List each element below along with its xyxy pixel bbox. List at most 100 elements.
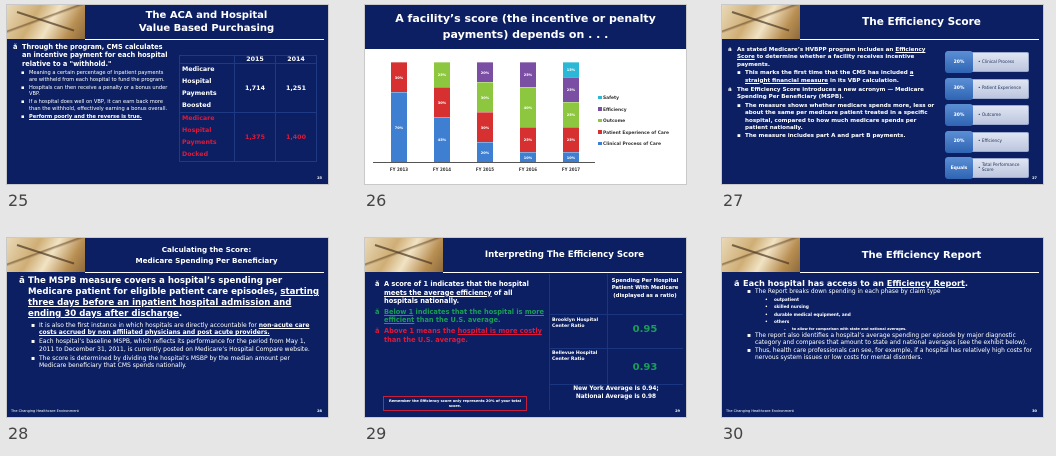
row-label: Medicare Hospital Payments Docked [179,112,235,162]
bar-segment: 30% [391,62,407,92]
slide-number: 25 [317,176,322,180]
sub-bullet: The report also identifies a hospital’s … [747,333,1034,347]
header-image [7,238,85,272]
text: than the U.S. average. [414,316,501,325]
text: . [178,309,183,319]
text: in its VBP calculation. [828,77,899,84]
stacked-bar-chart: 70% 30% FY 2013 45% 30% 25% FY 2014 20% 30% 30% 20… [373,55,595,177]
header-image [365,238,443,272]
slide-title: The ACA and Hospital Value Based Purchasi… [85,5,328,39]
payments-table: 2015 2014 Medicare Hospital Payments Boo… [179,55,317,162]
legend-swatch [598,107,602,111]
legend-label: Clinical Process of Care [603,142,661,147]
label-line: Hospital [182,127,212,134]
slide-number: 30 [1032,409,1037,413]
slide-thumbnail-30[interactable]: The Efficiency Report Each hospital has … [722,238,1043,443]
sub-bullet: The measure shows whether medicare spend… [737,103,938,133]
main-bullet: The Efficiency Score introduces a new ac… [728,87,938,102]
bar-segment: 10% [563,152,579,162]
underlined-text: Efficiency Score [737,47,926,61]
table-cell: 1,251 [275,63,317,113]
header-image [7,5,85,39]
label-text: Clinical Process [981,58,1015,64]
bar-segment: 30% [434,87,450,117]
slide-26[interactable]: A facility’s score (the incentive or pen… [365,5,686,184]
slide-25[interactable]: The ACA and Hospital Value Based Purchasi… [7,5,328,184]
table-divider [549,384,683,385]
table-footer: New York Average is 0.94; National Averag… [549,386,683,401]
weight-label: • Patient Experience [971,78,1029,99]
slide-thumbnail-26[interactable]: A facility’s score (the incentive or pen… [365,5,686,210]
sub-bullets: It is also the first instance in which h… [19,322,319,369]
sub-bullet: Meaning a certain percentage of inpatien… [21,70,173,83]
label-line: Docked [182,151,209,158]
slide-footer: The Changing Healthcare Environment [726,409,794,413]
main-bullet: Through the program, CMS calculates an i… [13,43,173,68]
underlined-text: Below 1 [384,307,414,316]
label-line: Medicare [182,115,215,122]
sub-bullet: If a hospital does well on VBP, it can e… [21,99,173,112]
slide-27[interactable]: The Efficiency Score As stated Medicare’… [722,5,1043,184]
bar-fy-2014: 45% 30% 25% [434,62,450,162]
x-tick-label: FY 2017 [561,167,581,172]
weight-pct: 30% [945,77,973,100]
title-rule [85,272,324,273]
slide-29[interactable]: Interpreting The Efficiency Score A scor… [365,238,686,417]
legend-swatch [598,130,602,134]
weight-pct: 20% [945,51,973,73]
sub-bullet: The Report breaks down spending in each … [747,289,1034,332]
claim-type: outpatient [765,297,1034,304]
table-row: Medicare Hospital Payments Boosted 1,714… [179,63,317,113]
slide-number: 28 [317,409,322,413]
title-line-2: Medicare Spending Per Beneficiary [135,256,278,265]
table-divider [549,348,683,349]
sub-bullet: The score is determined by dividing the … [31,355,319,370]
slide-thumbnail-27[interactable]: The Efficiency Score As stated Medicare’… [722,5,1043,210]
title-rule [85,39,324,40]
ratio-table: Spending Per Hospital Patient With Medic… [549,274,683,410]
slide-30[interactable]: The Efficiency Report Each hospital has … [722,238,1043,417]
bar-segment: 25% [563,127,579,152]
table-divider [607,274,608,384]
x-axis [373,162,595,163]
weight-label: • Outcome [971,105,1029,125]
slide-footer: The Changing Healthcare Environment [11,409,79,413]
underlined-text: hospital is more costly [457,326,542,335]
slide-title: The Efficiency Report [861,249,982,261]
ratio-value: 0.93 [632,362,658,373]
legend-label: Patient Experience of Care [603,130,670,136]
sub-bullet: The measure includes part A and part B p… [737,133,938,141]
slide-thumbnail-25[interactable]: The ACA and Hospital Value Based Purchasi… [7,5,328,210]
text: It is also the first instance in which h… [39,322,259,329]
slide-thumbnail-28[interactable]: Calculating the Score: Medicare Spending … [7,238,328,443]
label-text: Patient Experience [981,85,1022,91]
claim-note-list: to allow for comparison with state and n… [774,327,1034,332]
label-text: Total Performance Score [981,162,1020,172]
legend-label: Outcome [603,119,626,124]
slide-number: 29 [675,409,680,413]
title-rule [800,39,1039,40]
bar-fy-2017: 10% 25% 25% 25% 15% [563,62,579,162]
slide-body: Each hospital has access to an Efficienc… [734,278,1034,363]
legend-swatch [598,141,602,146]
slide-thumbnail-29[interactable]: Interpreting The Efficiency Score A scor… [365,238,686,443]
weight-label: • Total Performance Score [971,158,1029,178]
legend-item: Clinical Process of Care [598,139,669,151]
slide-title: The Efficiency Score [862,15,981,28]
table-cell: 1,400 [275,112,317,162]
thumbnail-number: 25 [8,191,29,210]
label-line: Payments [182,90,217,97]
slide-28[interactable]: Calculating the Score: Medicare Spending … [7,238,328,417]
main-bullet: The MSPB measure covers a hospital’s spe… [19,276,319,320]
row-label: Brooklyn Hospital Center Ratio [552,318,599,329]
footer-line: National Average is 0.98 [575,393,657,400]
bar-segment: 25% [520,62,536,87]
text: The Report breaks down spending in each … [755,289,941,295]
legend-swatch [598,118,602,123]
row-label: Bellevue Hospital Center Ratio [552,351,598,362]
title-rule [443,272,682,273]
sub-bullets: Meaning a certain percentage of inpatien… [13,70,173,120]
label-line: Payments [182,139,217,146]
text: Above 1 means the [384,326,458,335]
slide-body: The MSPB measure covers a hospital’s spe… [19,276,319,371]
